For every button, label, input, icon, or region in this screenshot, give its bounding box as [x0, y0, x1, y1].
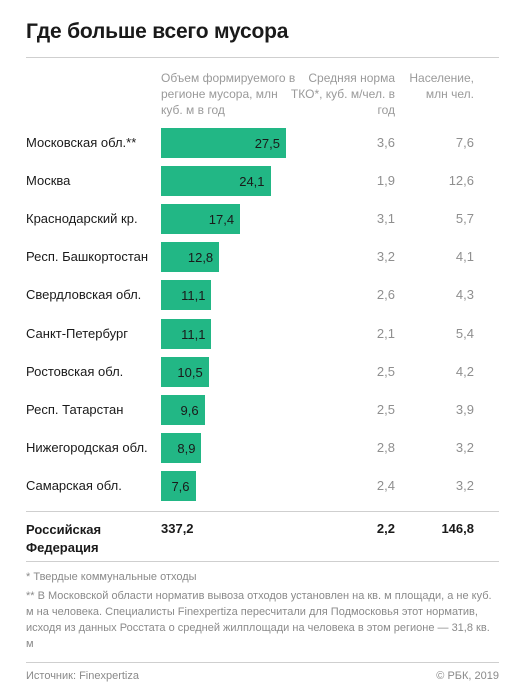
volume-bar — [161, 166, 271, 197]
region-label: Респ. Башкортостан — [26, 249, 149, 265]
norm-value: 2,5 — [376, 363, 395, 379]
norm-value: 3,2 — [376, 249, 395, 265]
volume-bar — [161, 242, 220, 273]
volume-value-label: 17,4 — [208, 212, 235, 228]
volume-bar — [161, 394, 205, 425]
total-population: 146,8 — [441, 521, 474, 536]
total-volume: 337,2 — [161, 521, 194, 536]
chart-row: Московская обл.** 27,5 3,6 7,6 — [0, 128, 524, 158]
chart-row: Нижегородская обл. 8,9 2,8 3,2 — [0, 432, 524, 463]
footnote-2: ** В Московской области норматив вывоза … — [26, 590, 492, 650]
source-divider — [26, 662, 499, 663]
population-value: 3,2 — [455, 477, 474, 493]
norm-value: 2,6 — [376, 287, 395, 303]
source-text: Источник: Finexpertiza — [26, 670, 139, 682]
chart-row: Ростовская обл. 10,5 2,5 4,2 — [0, 356, 524, 387]
norm-value: 2,4 — [376, 477, 395, 493]
volume-value-label: 7,6 — [171, 478, 190, 494]
region-label: Самарская обл. — [26, 477, 122, 493]
header-volume: Объем формируемого в регионе мусора, млн… — [161, 71, 296, 117]
volume-value-label: 11,1 — [181, 326, 206, 342]
copyright-text: © РБК, 2019 — [436, 670, 499, 682]
total-norm: 2,2 — [376, 521, 395, 536]
chart-row: Респ. Башкортостан 12,8 3,2 4,1 — [0, 242, 524, 273]
title-divider — [26, 57, 499, 58]
volume-bar — [161, 470, 196, 501]
volume-value-label: 10,5 — [177, 364, 203, 380]
header-norm: Средняя норма ТКО*, куб. м/чел. в год — [290, 71, 395, 117]
norm-value: 1,9 — [376, 173, 395, 189]
volume-bar — [161, 204, 241, 235]
region-label: Нижегородская обл. — [26, 439, 148, 455]
volume-bar — [161, 356, 209, 387]
norm-value: 3,1 — [376, 211, 395, 227]
volume-value-label: 24,1 — [239, 174, 265, 190]
region-label: Краснодарский кр. — [26, 211, 138, 227]
chart-row: Москва 24,1 1,9 12,6 — [0, 166, 524, 197]
population-value: 12,6 — [448, 173, 474, 189]
volume-bar — [161, 432, 202, 463]
population-value: 3,2 — [455, 439, 474, 455]
population-value: 7,6 — [455, 135, 474, 150]
volume-value-label: 11,1 — [181, 288, 206, 304]
total-divider — [26, 511, 499, 512]
region-label: Санкт-Петербург — [26, 325, 128, 341]
chart-title: Где больше всего мусора — [26, 20, 289, 43]
volume-value-label: 12,8 — [187, 250, 214, 266]
region-label: Ростовская обл. — [26, 363, 124, 379]
volume-bar — [161, 280, 212, 311]
volume-value-label: 27,5 — [254, 136, 280, 151]
footnote-divider — [26, 561, 499, 562]
chart-rows: Московская обл.** 27,5 3,6 7,6 Москва 24,1 1,9… — [0, 128, 524, 501]
population-value: 5,7 — [455, 211, 474, 227]
population-value: 4,3 — [455, 287, 474, 303]
population-value: 3,9 — [455, 401, 474, 417]
region-label: Московская обл.** — [26, 135, 137, 150]
volume-value-label: 9,6 — [180, 402, 199, 418]
volume-bar — [161, 318, 212, 349]
population-value: 5,4 — [455, 325, 474, 341]
header-population: Население, млн чел. — [409, 71, 474, 101]
population-value: 4,2 — [455, 363, 474, 379]
chart-row: Краснодарский кр. 17,4 3,1 5,7 — [0, 204, 524, 235]
norm-value: 3,6 — [376, 135, 395, 150]
volume-value-label: 8,9 — [177, 440, 196, 456]
footnote-1: * Твердые коммунальные отходы — [26, 571, 197, 583]
norm-value: 2,5 — [376, 401, 395, 417]
region-label: Свердловская обл. — [26, 287, 142, 303]
population-value: 4,1 — [455, 249, 474, 265]
norm-value: 2,8 — [376, 439, 395, 455]
norm-value: 2,1 — [376, 325, 395, 341]
chart-row: Респ. Татарстан 9,6 2,5 3,9 — [0, 394, 524, 425]
chart-row: Самарская обл. 7,6 2,4 3,2 — [0, 470, 524, 501]
chart-row: Санкт-Петербург 11,1 2,1 5,4 — [0, 318, 524, 349]
volume-bar — [161, 128, 286, 158]
region-label: Респ. Татарстан — [26, 401, 124, 417]
region-label: Москва — [26, 173, 71, 189]
chart-row: Свердловская обл. 11,1 2,6 4,3 — [0, 280, 524, 311]
total-region-label: Российская Федерация — [26, 522, 102, 555]
